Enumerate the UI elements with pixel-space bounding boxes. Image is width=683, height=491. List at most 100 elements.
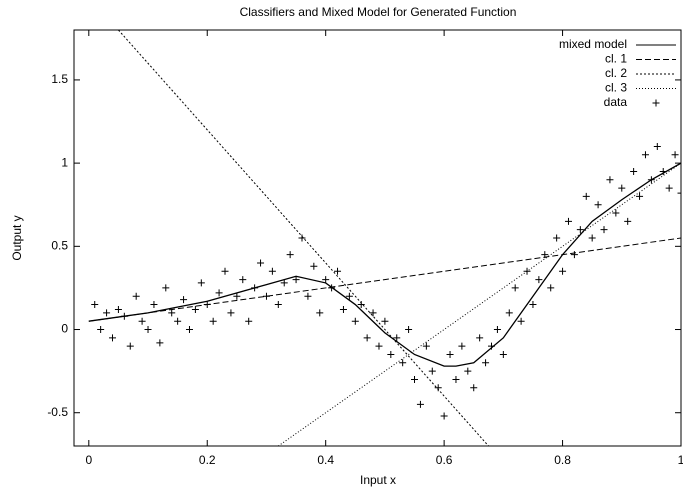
data-point bbox=[547, 284, 555, 292]
data-point bbox=[262, 292, 270, 300]
data-point bbox=[274, 301, 282, 309]
data-point bbox=[470, 384, 478, 392]
y-tick-label: 0 bbox=[61, 322, 68, 336]
data-point bbox=[268, 267, 276, 275]
data-point bbox=[298, 234, 306, 242]
data-point bbox=[334, 267, 342, 275]
chart-title: Classifiers and Mixed Model for Generate… bbox=[240, 5, 517, 19]
data-point bbox=[351, 317, 359, 325]
data-point bbox=[647, 176, 655, 184]
data-point bbox=[168, 309, 176, 317]
data-point bbox=[345, 292, 353, 300]
x-tick-label: 0.2 bbox=[199, 453, 216, 467]
data-point bbox=[606, 176, 614, 184]
data-point bbox=[144, 326, 152, 334]
data-point bbox=[239, 276, 247, 284]
data-point bbox=[381, 317, 389, 325]
y-tick-label: 0.5 bbox=[51, 238, 68, 252]
data-point bbox=[399, 359, 407, 367]
data-point bbox=[653, 142, 661, 150]
data-point bbox=[108, 334, 116, 342]
data-point bbox=[162, 284, 170, 292]
data-point bbox=[375, 342, 383, 350]
data-point bbox=[594, 201, 602, 209]
legend-label: mixed model bbox=[559, 37, 627, 51]
data-point bbox=[387, 350, 395, 358]
legend-label: cl. 1 bbox=[605, 52, 627, 66]
data-point bbox=[665, 184, 673, 192]
x-tick-label: 1 bbox=[678, 453, 683, 467]
data-point bbox=[209, 317, 217, 325]
data-point bbox=[156, 339, 164, 347]
data-point bbox=[464, 367, 472, 375]
data-point bbox=[185, 326, 193, 334]
data-point bbox=[559, 267, 567, 275]
data-point bbox=[322, 276, 330, 284]
data-point bbox=[316, 309, 324, 317]
data-point bbox=[328, 284, 336, 292]
data-point bbox=[411, 375, 419, 383]
data-point bbox=[612, 209, 620, 217]
data-point bbox=[91, 301, 99, 309]
data-point bbox=[251, 284, 259, 292]
data-point bbox=[257, 259, 265, 267]
data-point bbox=[600, 226, 608, 234]
data-point bbox=[564, 217, 572, 225]
data-point bbox=[582, 192, 590, 200]
data-point bbox=[523, 267, 531, 275]
data-point bbox=[120, 312, 128, 320]
data-point bbox=[659, 167, 667, 175]
data-point bbox=[132, 292, 140, 300]
data-point bbox=[428, 367, 436, 375]
data-point bbox=[482, 359, 490, 367]
data-point bbox=[517, 317, 525, 325]
data-point bbox=[203, 301, 211, 309]
data-point bbox=[215, 289, 223, 297]
data-point bbox=[671, 151, 679, 159]
data-point bbox=[339, 306, 347, 314]
data-point bbox=[505, 309, 513, 317]
x-tick-label: 0.6 bbox=[436, 453, 453, 467]
data-point bbox=[446, 350, 454, 358]
data-point bbox=[286, 251, 294, 259]
series-line bbox=[88, 237, 681, 322]
data-point bbox=[529, 301, 537, 309]
series-line bbox=[118, 30, 489, 446]
data-point bbox=[363, 334, 371, 342]
data-point bbox=[576, 226, 584, 234]
data-point bbox=[174, 317, 182, 325]
plot-area bbox=[88, 30, 681, 446]
data-point bbox=[570, 251, 578, 259]
data-point bbox=[588, 234, 596, 242]
data-point bbox=[103, 309, 111, 317]
legend-label: cl. 2 bbox=[605, 66, 627, 80]
data-point bbox=[499, 350, 507, 358]
data-point bbox=[280, 279, 288, 287]
data-point bbox=[138, 317, 146, 325]
data-point bbox=[197, 279, 205, 287]
data-point bbox=[310, 262, 318, 270]
data-point bbox=[511, 284, 519, 292]
x-tick-label: 0.4 bbox=[317, 453, 334, 467]
data-point bbox=[476, 334, 484, 342]
data-point bbox=[245, 317, 253, 325]
y-axis-label: Output y bbox=[10, 215, 24, 260]
data-point bbox=[487, 342, 495, 350]
data-point bbox=[422, 342, 430, 350]
data-point bbox=[636, 192, 644, 200]
data-point bbox=[191, 306, 199, 314]
data-point bbox=[458, 342, 466, 350]
data-point bbox=[618, 184, 626, 192]
data-point bbox=[369, 309, 377, 317]
data-point bbox=[677, 189, 681, 197]
data-point bbox=[97, 326, 105, 334]
y-tick-label: 1 bbox=[61, 155, 68, 169]
data-point bbox=[114, 306, 122, 314]
data-point bbox=[541, 251, 549, 259]
data-point bbox=[233, 292, 241, 300]
data-point bbox=[393, 334, 401, 342]
data-point bbox=[416, 400, 424, 408]
legend-label: data bbox=[604, 95, 628, 109]
data-point bbox=[292, 276, 300, 284]
data-point bbox=[641, 151, 649, 159]
